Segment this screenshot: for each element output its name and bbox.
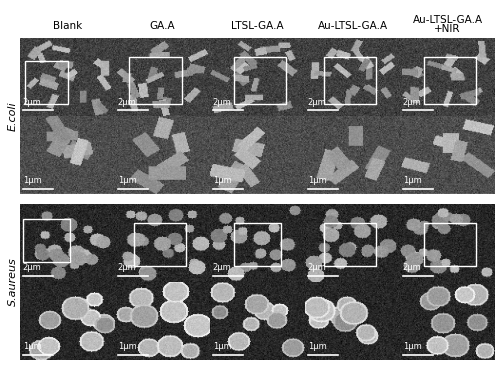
Text: 2μm: 2μm	[23, 264, 42, 273]
Bar	[424, 223, 476, 266]
Bar	[424, 57, 476, 104]
Text: E.coli: E.coli	[8, 101, 18, 131]
Text: +NIR: +NIR	[434, 23, 461, 34]
Bar	[134, 223, 186, 266]
Text: Au-LTSL-GA.A: Au-LTSL-GA.A	[318, 21, 388, 31]
Text: 1μm: 1μm	[118, 342, 137, 351]
Text: LTSL-GA.A: LTSL-GA.A	[231, 21, 284, 31]
Bar	[324, 57, 376, 104]
Text: 2μm: 2μm	[403, 98, 421, 107]
Bar	[129, 57, 182, 104]
Text: 1μm: 1μm	[23, 176, 42, 185]
Text: 2μm: 2μm	[118, 264, 137, 273]
Bar	[234, 57, 286, 104]
Bar	[25, 61, 68, 104]
Text: 2μm: 2μm	[403, 264, 421, 273]
Text: 2μm: 2μm	[213, 98, 232, 107]
Text: 2μm: 2μm	[23, 98, 42, 107]
Text: 1μm: 1μm	[213, 176, 232, 185]
Text: 2μm: 2μm	[118, 98, 137, 107]
Bar	[23, 219, 70, 262]
Text: GA.A: GA.A	[150, 21, 176, 31]
Text: 1μm: 1μm	[23, 342, 42, 351]
Text: 1μm: 1μm	[308, 176, 326, 185]
Bar	[324, 223, 376, 266]
Text: 2μm: 2μm	[308, 98, 326, 107]
Text: 1μm: 1μm	[308, 342, 326, 351]
Text: 1μm: 1μm	[403, 342, 421, 351]
Text: Blank: Blank	[53, 21, 82, 31]
Text: 1μm: 1μm	[403, 176, 421, 185]
Text: Au-LTSL-GA.A: Au-LTSL-GA.A	[412, 15, 482, 25]
Text: 2μm: 2μm	[213, 264, 232, 273]
Text: 2μm: 2μm	[308, 264, 326, 273]
Text: 1μm: 1μm	[213, 342, 232, 351]
Text: S.aureus: S.aureus	[8, 257, 18, 306]
Bar	[234, 223, 281, 266]
Text: 1μm: 1μm	[118, 176, 137, 185]
